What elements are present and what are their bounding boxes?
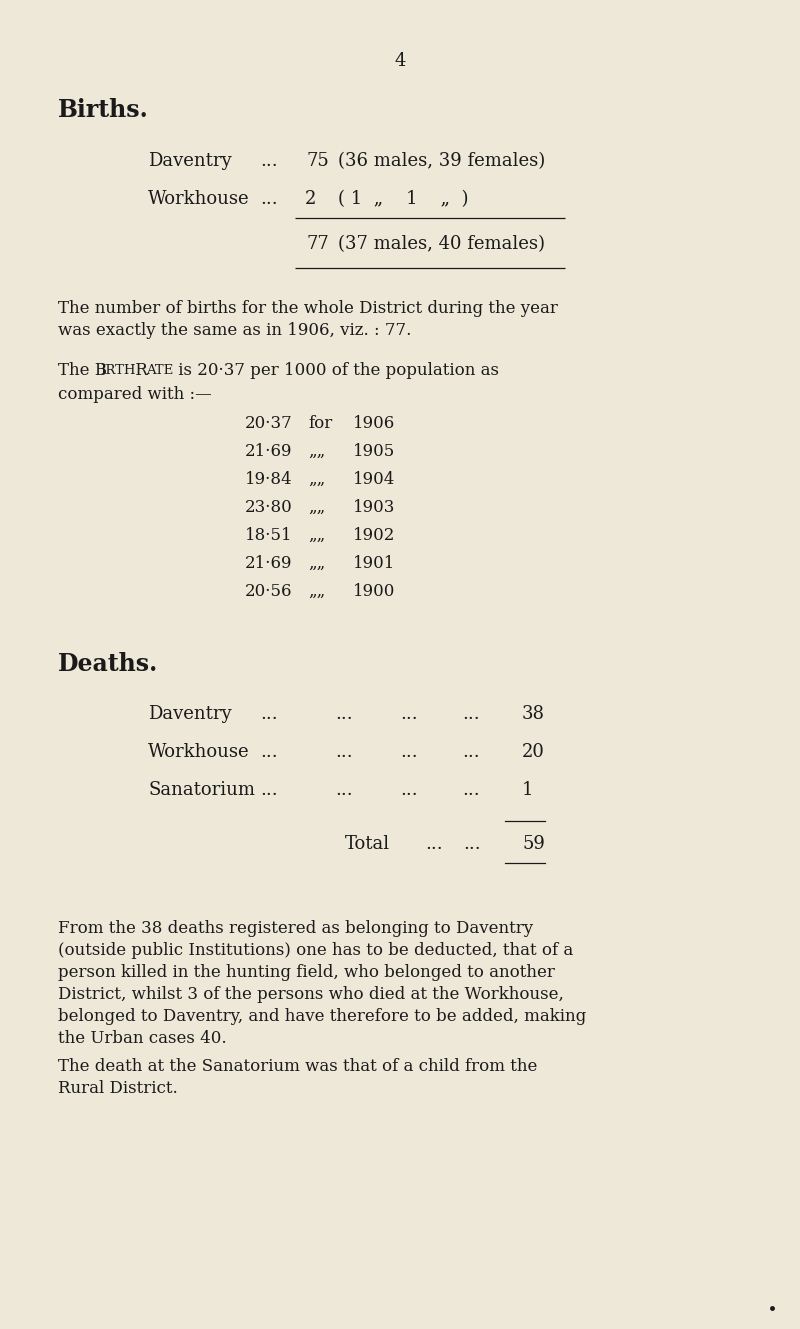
Text: ...: ... xyxy=(425,835,442,853)
Text: „„: „„ xyxy=(308,528,326,544)
Text: 19·84: 19·84 xyxy=(245,470,293,488)
Text: 4: 4 xyxy=(394,52,406,70)
Text: ...: ... xyxy=(260,781,278,799)
Text: was exactly the same as in 1906, viz. : 77.: was exactly the same as in 1906, viz. : … xyxy=(58,322,411,339)
Text: ...: ... xyxy=(400,743,418,762)
Text: „„: „„ xyxy=(308,498,326,516)
Text: 23·80: 23·80 xyxy=(245,498,293,516)
Text: The B: The B xyxy=(58,361,107,379)
Text: The number of births for the whole District during the year: The number of births for the whole Distr… xyxy=(58,300,558,318)
Text: 20·56: 20·56 xyxy=(245,583,293,599)
Text: 20: 20 xyxy=(522,743,545,762)
Text: is 20·37 per 1000 of the population as: is 20·37 per 1000 of the population as xyxy=(173,361,499,379)
Text: R: R xyxy=(130,361,148,379)
Text: 1: 1 xyxy=(522,781,534,799)
Text: for: for xyxy=(308,415,332,432)
Text: ( 1  „    1    „  ): ( 1 „ 1 „ ) xyxy=(338,190,469,209)
Text: 1906: 1906 xyxy=(353,415,395,432)
Text: ...: ... xyxy=(400,704,418,723)
Text: ...: ... xyxy=(335,743,353,762)
Text: 21·69: 21·69 xyxy=(245,443,293,460)
Text: Rural District.: Rural District. xyxy=(58,1080,178,1096)
Text: ...: ... xyxy=(462,781,480,799)
Text: 1902: 1902 xyxy=(353,528,395,544)
Text: From the 38 deaths registered as belonging to Daventry: From the 38 deaths registered as belongi… xyxy=(58,920,533,937)
Text: The death at the Sanatorium was that of a child from the: The death at the Sanatorium was that of … xyxy=(58,1058,538,1075)
Text: ...: ... xyxy=(400,781,418,799)
Text: 1903: 1903 xyxy=(353,498,395,516)
Text: ...: ... xyxy=(260,743,278,762)
Text: (outside public Institutions) one has to be deducted, that of a: (outside public Institutions) one has to… xyxy=(58,942,574,960)
Text: ...: ... xyxy=(260,190,278,209)
Text: Daventry: Daventry xyxy=(148,152,232,170)
Text: Sanatorium: Sanatorium xyxy=(148,781,255,799)
Text: ...: ... xyxy=(463,835,481,853)
Text: 75: 75 xyxy=(307,152,330,170)
Text: ...: ... xyxy=(335,781,353,799)
Text: 20·37: 20·37 xyxy=(245,415,293,432)
Text: the Urban cases 40.: the Urban cases 40. xyxy=(58,1030,226,1047)
Text: Deaths.: Deaths. xyxy=(58,653,158,676)
Text: 21·69: 21·69 xyxy=(245,556,293,571)
Text: IRTH: IRTH xyxy=(100,364,135,377)
Text: ...: ... xyxy=(335,704,353,723)
Text: Total: Total xyxy=(345,835,390,853)
Text: (37 males, 40 females): (37 males, 40 females) xyxy=(338,235,545,253)
Text: Workhouse: Workhouse xyxy=(148,190,250,209)
Text: ...: ... xyxy=(260,152,278,170)
Text: „„: „„ xyxy=(308,556,326,571)
Text: ATE: ATE xyxy=(146,364,174,377)
Text: 1905: 1905 xyxy=(353,443,395,460)
Text: Daventry: Daventry xyxy=(148,704,232,723)
Text: „„: „„ xyxy=(308,443,326,460)
Text: Workhouse: Workhouse xyxy=(148,743,250,762)
Text: ...: ... xyxy=(462,704,480,723)
Text: ...: ... xyxy=(260,704,278,723)
Text: (36 males, 39 females): (36 males, 39 females) xyxy=(338,152,546,170)
Text: compared with :—: compared with :— xyxy=(58,385,212,403)
Text: 38: 38 xyxy=(522,704,545,723)
Text: 1901: 1901 xyxy=(353,556,395,571)
Text: „„: „„ xyxy=(308,583,326,599)
Text: 1900: 1900 xyxy=(353,583,395,599)
Text: „„: „„ xyxy=(308,470,326,488)
Text: 2: 2 xyxy=(305,190,316,209)
Text: 77: 77 xyxy=(307,235,330,253)
Text: Births.: Births. xyxy=(58,98,149,122)
Text: 59: 59 xyxy=(522,835,545,853)
Text: ...: ... xyxy=(462,743,480,762)
Text: 1904: 1904 xyxy=(353,470,395,488)
Text: person killed in the hunting field, who belonged to another: person killed in the hunting field, who … xyxy=(58,964,555,981)
Text: District, whilst 3 of the persons who died at the Workhouse,: District, whilst 3 of the persons who di… xyxy=(58,986,564,1003)
Text: belonged to Daventry, and have therefore to be added, making: belonged to Daventry, and have therefore… xyxy=(58,1007,586,1025)
Text: 18·51: 18·51 xyxy=(245,528,293,544)
